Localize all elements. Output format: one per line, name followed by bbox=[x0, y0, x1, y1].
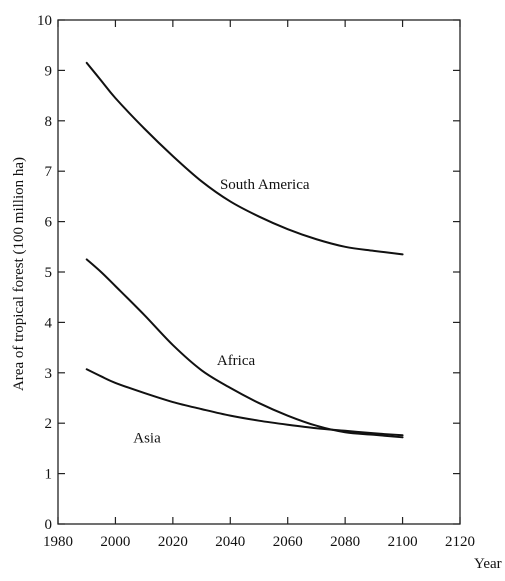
x-tick-label: 2080 bbox=[330, 534, 360, 550]
y-axis-title: Area of tropical forest (100 million ha) bbox=[11, 157, 27, 391]
tick-labels-group: 0 1 2 3 4 5 6 7 8 9 10 1980 2000 2020 2040 2060 2080 2100… bbox=[37, 13, 475, 550]
plot-frame-group bbox=[57, 19, 461, 525]
x-tick-label: 2040 bbox=[215, 534, 245, 550]
plot-frame bbox=[57, 19, 461, 525]
y-tick-label: 5 bbox=[45, 265, 53, 281]
x-tick-label: 2100 bbox=[388, 534, 418, 550]
x-tick-label: 2060 bbox=[273, 534, 303, 550]
x-axis-title: Year bbox=[474, 556, 502, 572]
series-line-asia bbox=[85, 368, 404, 437]
series-line-south-america bbox=[85, 61, 404, 256]
series-labels-group: South America Africa Asia bbox=[133, 177, 310, 447]
series-lines-group bbox=[85, 61, 404, 439]
series-label-asia: Asia bbox=[133, 430, 161, 446]
x-tick-label: 2120 bbox=[445, 534, 475, 550]
y-tick-label: 2 bbox=[45, 416, 53, 432]
tick-marks-group bbox=[57, 19, 461, 525]
y-tick-label: 9 bbox=[45, 63, 53, 79]
series-label-africa: Africa bbox=[217, 353, 256, 369]
x-tick-label: 2000 bbox=[100, 534, 130, 550]
x-tick-label: 2020 bbox=[158, 534, 188, 550]
y-tick-label: 6 bbox=[45, 215, 53, 231]
y-tick-label: 4 bbox=[45, 315, 53, 331]
series-label-south-america: South America bbox=[220, 177, 310, 193]
y-tick-label: 8 bbox=[45, 114, 53, 130]
x-tick-label: 1980 bbox=[43, 534, 73, 550]
y-tick-label: 10 bbox=[37, 13, 52, 29]
y-tick-label: 7 bbox=[45, 164, 53, 180]
series-line-africa bbox=[85, 258, 404, 439]
y-tick-label: 1 bbox=[45, 467, 53, 483]
y-tick-label: 3 bbox=[45, 366, 53, 382]
y-tick-label: 0 bbox=[45, 517, 53, 533]
